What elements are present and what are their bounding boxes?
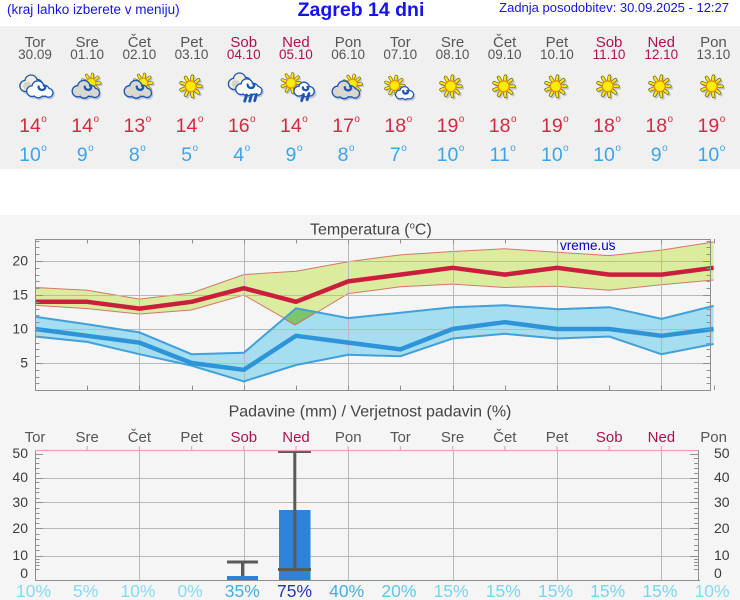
svg-text:40: 40 [12,469,28,485]
svg-text:20: 20 [714,520,730,536]
svg-text:10%: 10% [120,581,155,600]
svg-text:Pet: Pet [180,429,203,446]
svg-text:Čet: Čet [493,429,517,446]
svg-text:10: 10 [12,547,28,563]
svg-text:Sob: Sob [596,429,623,446]
svg-text:15%: 15% [538,581,573,600]
svg-text:10%: 10% [695,581,730,600]
svg-text:20%: 20% [381,581,416,600]
svg-text:30: 30 [12,494,28,510]
svg-text:Ned: Ned [648,429,676,446]
svg-text:5%: 5% [73,581,98,600]
svg-text:75%: 75% [277,581,312,600]
svg-text:Sob: Sob [230,429,257,446]
svg-text:40%: 40% [329,581,364,600]
svg-text:Pet: Pet [546,429,569,446]
svg-text:Pon: Pon [700,429,727,446]
svg-text:0: 0 [714,565,722,581]
svg-text:30: 30 [714,494,730,510]
svg-text:15%: 15% [590,581,625,600]
svg-text:15%: 15% [434,581,469,600]
svg-text:Temperatura (oC): Temperatura (oC) [310,221,432,239]
svg-text:5: 5 [20,355,28,371]
svg-text:vreme.us: vreme.us [560,238,616,253]
svg-text:35%: 35% [225,581,260,600]
svg-text:15%: 15% [642,581,677,600]
svg-text:15: 15 [12,287,28,303]
svg-text:Tor: Tor [25,429,46,446]
svg-text:10: 10 [12,321,28,337]
svg-text:Sre: Sre [76,429,99,446]
svg-text:Ned: Ned [282,429,310,446]
svg-text:15%: 15% [486,581,521,600]
svg-text:Padavine (mm) / Verjetnost pad: Padavine (mm) / Verjetnost padavin (%) [229,404,512,421]
svg-text:50: 50 [12,445,28,461]
svg-text:50: 50 [714,445,730,461]
svg-text:0%: 0% [177,581,202,600]
svg-text:Tor: Tor [390,429,411,446]
svg-text:Sre: Sre [441,429,464,446]
svg-text:10: 10 [714,547,730,563]
svg-text:20: 20 [12,253,28,269]
svg-text:Pon: Pon [335,429,362,446]
svg-text:20: 20 [12,520,28,536]
svg-text:40: 40 [714,469,730,485]
svg-text:Čet: Čet [128,429,152,446]
svg-text:10%: 10% [16,581,51,600]
svg-text:0: 0 [20,565,28,581]
